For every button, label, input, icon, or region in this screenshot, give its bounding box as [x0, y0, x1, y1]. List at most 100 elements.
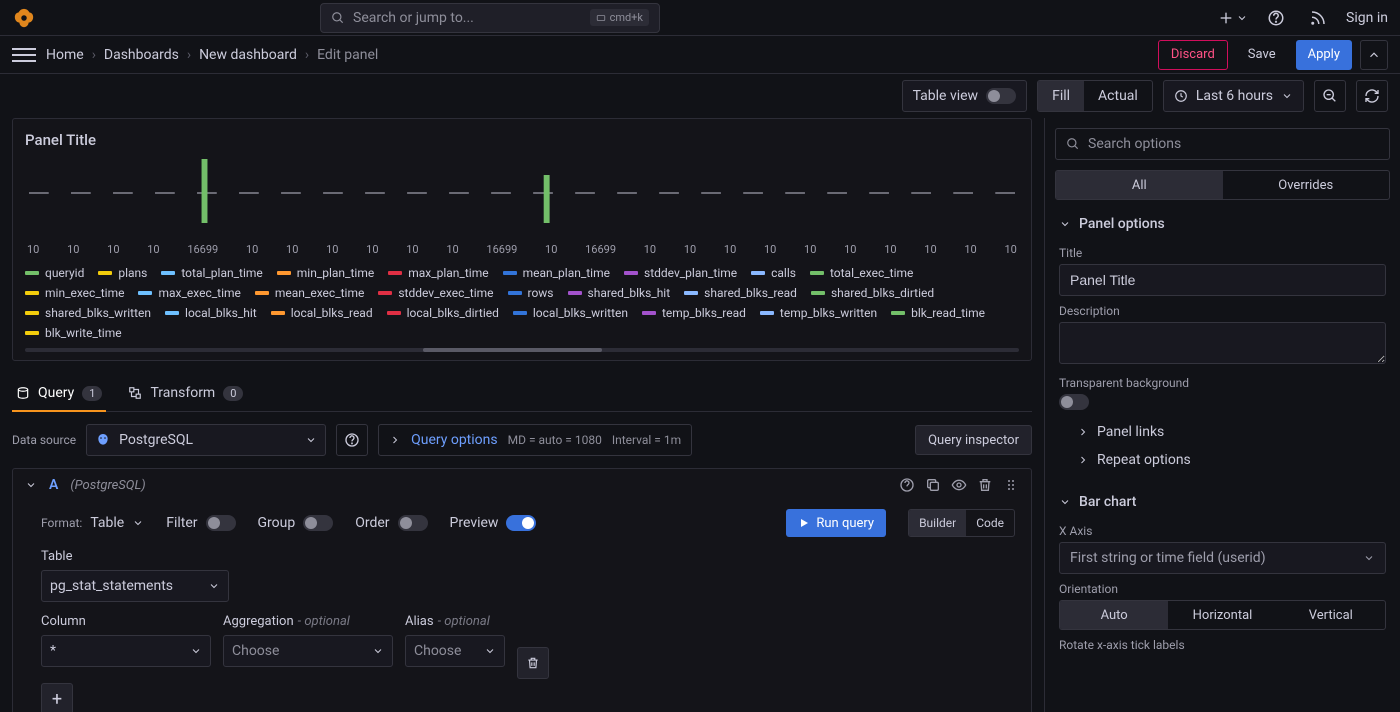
zoom-out-button[interactable]	[1314, 80, 1346, 112]
search-icon	[331, 11, 345, 25]
legend-item[interactable]: queryid	[25, 266, 84, 280]
legend-item[interactable]: stddev_plan_time	[624, 266, 737, 280]
section-bar-chart[interactable]: Bar chart	[1059, 488, 1386, 516]
aggregation-select[interactable]: Choose	[223, 635, 393, 667]
table-view-switch[interactable]	[986, 88, 1016, 104]
order-toggle[interactable]	[398, 515, 428, 531]
actual-option[interactable]: Actual	[1084, 81, 1152, 111]
crumb-dashboards[interactable]: Dashboards	[104, 47, 179, 63]
transparent-toggle[interactable]	[1059, 394, 1089, 410]
options-search[interactable]: Search options	[1055, 128, 1390, 160]
legend-item[interactable]: shared_blks_hit	[568, 286, 671, 300]
panel-title: Panel Title	[25, 131, 1019, 149]
global-search[interactable]: Search or jump to... cmd+k	[320, 3, 660, 33]
query-id: A	[49, 477, 58, 493]
legend-item[interactable]: plans	[98, 266, 147, 280]
time-range-picker[interactable]: Last 6 hours	[1163, 80, 1304, 112]
legend-item[interactable]: local_blks_written	[513, 306, 628, 320]
chevron-down-icon[interactable]	[25, 479, 37, 491]
format-select[interactable]: Table	[90, 515, 124, 531]
legend-item[interactable]: min_plan_time	[277, 266, 374, 280]
help-icon[interactable]	[899, 477, 915, 493]
crumb-home[interactable]: Home	[46, 47, 84, 63]
legend-item[interactable]: shared_blks_written	[25, 306, 151, 320]
repeat-options-section[interactable]: Repeat options	[1059, 446, 1386, 474]
preview-toggle[interactable]	[506, 515, 536, 531]
refresh-icon	[1364, 88, 1380, 104]
database-icon	[16, 386, 30, 400]
table-view-toggle[interactable]: Table view	[902, 80, 1028, 112]
xaxis-select[interactable]: First string or time field (userid)	[1059, 542, 1386, 574]
column-select[interactable]: *	[41, 635, 211, 667]
tab-query[interactable]: Query 1	[12, 375, 106, 411]
chevron-down-icon	[484, 645, 496, 657]
query-options[interactable]: Query options MD = auto = 1080 Interval …	[378, 424, 692, 456]
panel-title-input[interactable]	[1059, 264, 1386, 296]
legend-item[interactable]: blk_write_time	[25, 326, 122, 340]
menu-toggle[interactable]	[12, 48, 36, 62]
legend-item[interactable]: shared_blks_read	[684, 286, 797, 300]
legend-item[interactable]: blk_read_time	[891, 306, 985, 320]
signin-link[interactable]: Sign in	[1346, 10, 1388, 26]
alias-select[interactable]: Choose	[405, 635, 505, 667]
help-button[interactable]	[1262, 4, 1290, 32]
legend-item[interactable]: calls	[751, 266, 796, 280]
chart-xaxis: 1010101016699101010101010166991016699101…	[25, 243, 1019, 256]
chevron-down-icon	[190, 645, 202, 657]
orientation-vertical[interactable]: Vertical	[1277, 601, 1385, 629]
grafana-logo[interactable]	[12, 6, 36, 30]
legend-item[interactable]: total_plan_time	[161, 266, 262, 280]
legend-item[interactable]: stddev_exec_time	[378, 286, 493, 300]
copy-icon[interactable]	[925, 477, 941, 493]
add-menu[interactable]	[1218, 10, 1248, 26]
help-icon	[344, 432, 360, 448]
legend-item[interactable]: mean_exec_time	[255, 286, 364, 300]
legend-item[interactable]: rows	[508, 286, 554, 300]
legend-item[interactable]: max_plan_time	[388, 266, 488, 280]
discard-button[interactable]: Discard	[1158, 40, 1228, 70]
fill-option[interactable]: Fill	[1038, 81, 1084, 111]
orientation-horizontal[interactable]: Horizontal	[1168, 601, 1276, 629]
legend-item[interactable]: min_exec_time	[25, 286, 124, 300]
collapse-sidebar-button[interactable]	[1360, 40, 1388, 70]
tab-overrides[interactable]: Overrides	[1223, 171, 1390, 199]
crumb-newdash[interactable]: New dashboard	[199, 47, 297, 63]
delete-column-button[interactable]	[517, 647, 549, 679]
chevron-right-icon	[1077, 426, 1089, 438]
trash-icon[interactable]	[977, 477, 993, 493]
run-query-button[interactable]: Run query	[786, 509, 886, 537]
chevron-up-icon	[1367, 48, 1381, 62]
datasource-select[interactable]: PostgreSQL	[86, 424, 326, 456]
drag-icon[interactable]	[1003, 477, 1019, 493]
add-column-button[interactable]: +	[41, 683, 73, 712]
tab-all[interactable]: All	[1056, 171, 1223, 199]
legend-item[interactable]: shared_blks_dirtied	[811, 286, 934, 300]
orientation-auto[interactable]: Auto	[1060, 601, 1168, 629]
datasource-help[interactable]	[336, 424, 368, 456]
panel-description-input[interactable]	[1059, 322, 1386, 364]
tab-transform[interactable]: Transform 0	[124, 375, 247, 411]
table-select[interactable]: pg_stat_statements	[41, 570, 229, 602]
news-button[interactable]	[1304, 4, 1332, 32]
legend-item[interactable]: total_exec_time	[810, 266, 913, 280]
apply-button[interactable]: Apply	[1296, 40, 1352, 70]
legend-item[interactable]: mean_plan_time	[503, 266, 610, 280]
save-button[interactable]: Save	[1236, 40, 1288, 70]
panel-links-section[interactable]: Panel links	[1059, 418, 1386, 446]
builder-option[interactable]: Builder	[909, 510, 966, 536]
eye-icon[interactable]	[951, 477, 967, 493]
code-option[interactable]: Code	[966, 510, 1014, 536]
query-inspector-button[interactable]: Query inspector	[915, 425, 1032, 455]
crumb-edit: Edit panel	[317, 47, 378, 63]
refresh-button[interactable]	[1356, 80, 1388, 112]
filter-toggle[interactable]	[206, 515, 236, 531]
legend-item[interactable]: local_blks_hit	[165, 306, 257, 320]
section-panel-options[interactable]: Panel options	[1059, 210, 1386, 238]
group-toggle[interactable]	[303, 515, 333, 531]
legend-item[interactable]: temp_blks_written	[760, 306, 877, 320]
legend-item[interactable]: temp_blks_read	[642, 306, 746, 320]
legend-item[interactable]: max_exec_time	[138, 286, 240, 300]
legend-item[interactable]: local_blks_read	[271, 306, 373, 320]
legend-scrollbar[interactable]	[25, 348, 1019, 352]
legend-item[interactable]: local_blks_dirtied	[387, 306, 499, 320]
